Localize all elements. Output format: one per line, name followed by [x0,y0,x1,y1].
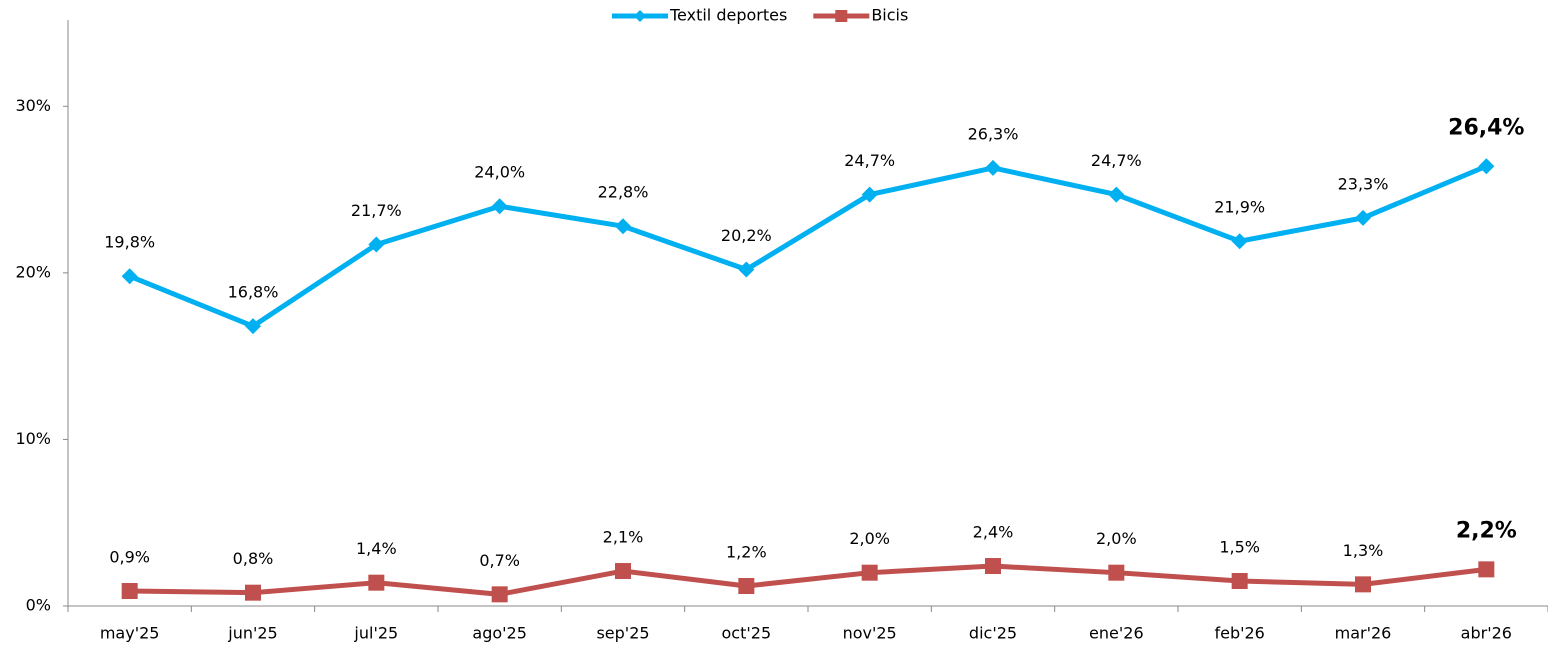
marker [1231,573,1248,590]
marker [1355,209,1371,226]
data-label: 0,8% [233,549,274,568]
data-label: 0,9% [109,548,150,567]
x-tick-label: abr'26 [1461,624,1512,643]
marker [368,236,385,253]
y-tick-label: 0% [26,596,51,615]
x-tick-label: mar'26 [1335,624,1392,643]
marker [368,574,385,591]
data-label: 23,3% [1338,174,1389,193]
marker [985,558,1001,575]
data-label: 16,8% [228,283,279,302]
marker [615,218,631,235]
marker [985,159,1001,176]
data-label: 0,7% [479,551,520,570]
data-label: 2,0% [849,529,890,548]
y-tick-label: 20% [15,262,51,281]
data-label: 2,4% [973,523,1014,542]
marker [738,261,755,278]
x-tick-label: feb'26 [1214,624,1264,643]
data-label: 21,7% [351,201,402,220]
series-line [129,563,1487,597]
x-tick-label: sep'25 [596,624,649,643]
data-label: 24,0% [474,163,525,182]
data-label: 2,1% [603,528,644,547]
data-label: 24,7% [1091,151,1142,170]
data-label: 2,2% [1456,518,1517,543]
data-label: 2,0% [1096,529,1137,548]
legend-label: Bicis [871,6,908,25]
x-tick-label: dic'25 [969,624,1017,643]
data-label: 1,3% [1343,541,1384,560]
marker [861,186,878,203]
marker [738,578,755,595]
marker [1231,233,1248,250]
marker [1478,158,1495,175]
data-label: 1,4% [356,539,397,558]
legend-marker [634,10,646,22]
marker [121,268,138,285]
x-tick-label: may'25 [100,624,160,643]
x-tick-label: nov'25 [843,624,897,643]
data-label: 26,4% [1448,115,1524,140]
y-tick-label: 10% [15,429,51,448]
y-tick-label: 30% [15,96,51,115]
marker [1108,564,1125,581]
marker [491,586,508,603]
marker [121,583,138,600]
data-label: 20,2% [721,226,772,245]
marker [245,318,261,335]
marker [861,564,878,581]
marker [245,584,261,601]
marker [1355,576,1371,593]
legend-marker [835,10,848,22]
series-line [128,163,1488,329]
data-label: 1,2% [726,543,767,562]
marker [1108,186,1125,203]
legend-label: Textil deportes [669,6,787,25]
marker [491,198,508,215]
data-label: 1,5% [1219,538,1260,557]
x-tick-label: oct'25 [722,624,772,643]
data-label: 19,8% [104,233,155,252]
data-label: 22,8% [598,183,649,202]
data-label: 26,3% [968,124,1019,143]
x-tick-label: ene'26 [1089,624,1144,643]
marker [615,563,631,580]
x-tick-label: ago'25 [472,624,527,643]
marker [1478,561,1495,578]
x-tick-label: jun'25 [227,624,277,643]
x-tick-label: jul'25 [353,624,398,643]
data-label: 21,9% [1214,198,1265,217]
data-label: 24,7% [844,151,895,170]
